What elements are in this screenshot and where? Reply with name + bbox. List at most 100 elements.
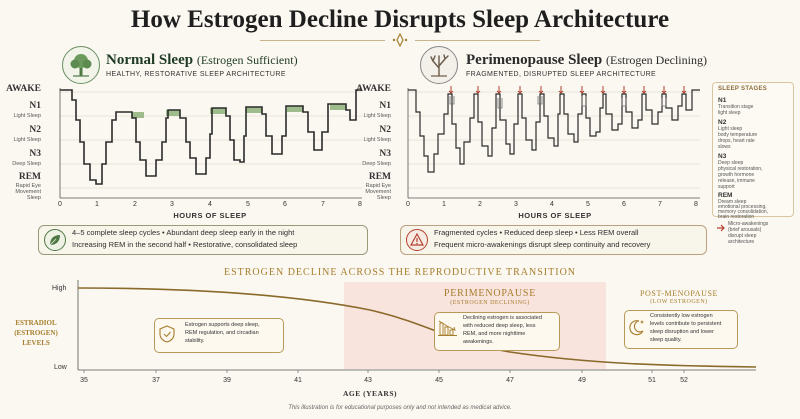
ylabel-line2: (ESTROGEN)	[14, 329, 58, 337]
peri-hypnogram	[407, 86, 700, 199]
stage-n1-label-left: N1	[29, 101, 41, 111]
callout3-line3: sleep disruption and lower	[650, 329, 714, 335]
stage-rem-sub2-right: Movement Sleep	[365, 189, 391, 202]
stage-n1-sub-right: Light Sleep	[363, 113, 391, 119]
callout3-line2: levels contribute to persistent	[650, 321, 722, 327]
stage-n2-label-right: N2	[379, 125, 391, 135]
hour-tick-right: 8	[694, 201, 698, 208]
stage-rem-sub1-left: Rapid Eye	[15, 183, 41, 189]
legend-n3-desc3: growth hormone	[718, 172, 755, 178]
hour-tick-right: 0	[406, 201, 410, 208]
stage-awake-label-left: AWAKE	[6, 84, 41, 94]
normal-subtitle-text: (Estrogen Sufficient)	[196, 53, 298, 67]
hour-tick-right: 6	[622, 201, 626, 208]
stage-awake-label-right: AWAKE	[356, 84, 391, 94]
legend-n3-name: N3	[718, 153, 727, 160]
callout1-line3: stability.	[185, 338, 205, 344]
micro-awakening-arrow-icon	[717, 224, 725, 232]
legend-micro-2: (brief arousals)	[728, 227, 762, 233]
legend-heading: SLEEP STAGES	[718, 86, 768, 92]
estradiol-curve	[77, 287, 757, 368]
hour-tick-left: 3	[170, 201, 174, 208]
hour-tick-left: 4	[208, 201, 212, 208]
stage-n1-label-right: N1	[379, 101, 391, 111]
peri-subtitle-text: (Estrogen Declining)	[606, 53, 707, 67]
normal-hypnogram	[59, 88, 362, 199]
legend-n3-desc1: Deep sleep	[718, 160, 744, 166]
callout-declining-estrogen	[434, 312, 560, 351]
peri-summary-line1: Fragmented cycles • Reduced deep sleep •…	[434, 228, 639, 237]
stage-n2-sub-left: Light Sleep	[13, 137, 41, 143]
legend-rem-desc3: memory consolidation,	[718, 209, 769, 215]
legend-n3-desc5: support	[718, 184, 735, 190]
stage-n2-sub-right: Light Sleep	[363, 137, 391, 143]
normal-tagline: HEALTHY, RESTORATIVE SLEEP ARCHITECTURE	[106, 71, 286, 78]
normal-panel-title: Normal Sleep (Estrogen Sufficient)	[106, 52, 298, 69]
callout2-line4: awakenings.	[463, 339, 494, 345]
ornament-icon	[392, 33, 408, 47]
age-tick: 47	[506, 377, 514, 384]
micro-awakening-arrows	[448, 86, 687, 95]
normal-summary-box	[38, 225, 368, 255]
estradiol-axis-label: ESTRADIOL (ESTROGEN) LEVELS	[0, 318, 72, 348]
stage-rem-label-right: REM	[368, 172, 391, 182]
legend-n1-desc2: light sleep	[718, 110, 741, 116]
page-title: How Estrogen Decline Disrupts Sleep Arch…	[130, 6, 670, 33]
tree-icon	[62, 46, 100, 84]
hour-tick-right: 1	[442, 201, 446, 208]
callout3-line1: Consistently low estrogen	[650, 313, 713, 319]
stage-rem-sub2-left: Movement Sleep	[15, 189, 41, 202]
stage-n3-label-right: N3	[379, 149, 391, 159]
peri-panel-title: Perimenopause Sleep (Estrogen Declining)	[466, 52, 707, 69]
hour-tick-left: 7	[321, 201, 325, 208]
hour-tick-left: 1	[95, 201, 99, 208]
hour-tick-right: 5	[586, 201, 590, 208]
normal-hypnogram-line	[60, 89, 362, 185]
normal-summary-line1: 4–5 complete sleep cycles • Abundant dee…	[72, 228, 295, 237]
hour-tick-right: 4	[550, 201, 554, 208]
hour-tick-left: 2	[133, 201, 137, 208]
hours-axis-label-left: HOURS OF SLEEP	[173, 211, 247, 220]
peri-tagline: FRAGMENTED, DISRUPTED SLEEP ARCHITECTURE	[466, 71, 657, 78]
transition-heading: ESTROGEN DECLINE ACROSS THE REPRODUCTIVE…	[223, 267, 577, 278]
stage-rem-sub1-right: Rapid Eye	[365, 183, 391, 189]
bare-tree-icon	[420, 46, 458, 84]
age-tick: 41	[294, 377, 302, 384]
peri-title-text: Perimenopause Sleep	[466, 52, 603, 68]
hour-tick-right: 7	[658, 201, 662, 208]
callout-low-estrogen	[624, 310, 738, 349]
age-tick: 37	[152, 377, 160, 384]
legend-n3-desc4: release, immune	[718, 178, 755, 184]
age-tick: 49	[578, 377, 586, 384]
callout3-line4: sleep quality.	[650, 337, 682, 343]
warning-icon	[406, 229, 428, 251]
callout1-line2: REM regulation, and circadian	[185, 330, 259, 336]
title-divider-left	[260, 40, 385, 41]
legend-rem-desc2: emotional processing,	[718, 204, 767, 210]
legend-rem-desc4: brain restoration	[718, 214, 755, 220]
age-axis-label: AGE (YEARS)	[342, 389, 398, 398]
footer-disclaimer: This illustration is for educational pur…	[288, 405, 512, 411]
postmenopause-sublabel: (LOW ESTROGEN)	[650, 299, 708, 305]
callout-estrogen-supports	[154, 318, 284, 353]
stage-n2-label-left: N2	[29, 125, 41, 135]
legend-micro-4: architecture	[728, 239, 755, 245]
hour-tick-left: 5	[246, 201, 250, 208]
callout2-line1: Declining estrogen is associated	[463, 315, 542, 321]
legend-n1-name: N1	[718, 97, 727, 104]
age-tick: 52	[680, 377, 688, 384]
callout2-line2: with reduced deep sleep, less	[463, 323, 536, 329]
ylabel-line1: ESTRADIOL	[15, 319, 57, 327]
age-tick: 45	[435, 377, 443, 384]
stage-n3-sub-right: Deep Sleep	[362, 161, 391, 167]
age-tick: 35	[80, 377, 88, 384]
hours-axis-label-right: HOURS OF SLEEP	[518, 211, 592, 220]
hour-tick-right: 2	[478, 201, 482, 208]
legend-n2-desc3: drops, heart rate	[718, 138, 755, 144]
hour-tick-right: 3	[514, 201, 518, 208]
age-tick: 43	[364, 377, 372, 384]
ylabel-line3: LEVELS	[22, 339, 50, 347]
age-tick: 39	[223, 377, 231, 384]
legend-micro-1: Micro-awakenings	[728, 221, 769, 227]
legend-n2-desc1: Light sleep	[718, 126, 743, 132]
